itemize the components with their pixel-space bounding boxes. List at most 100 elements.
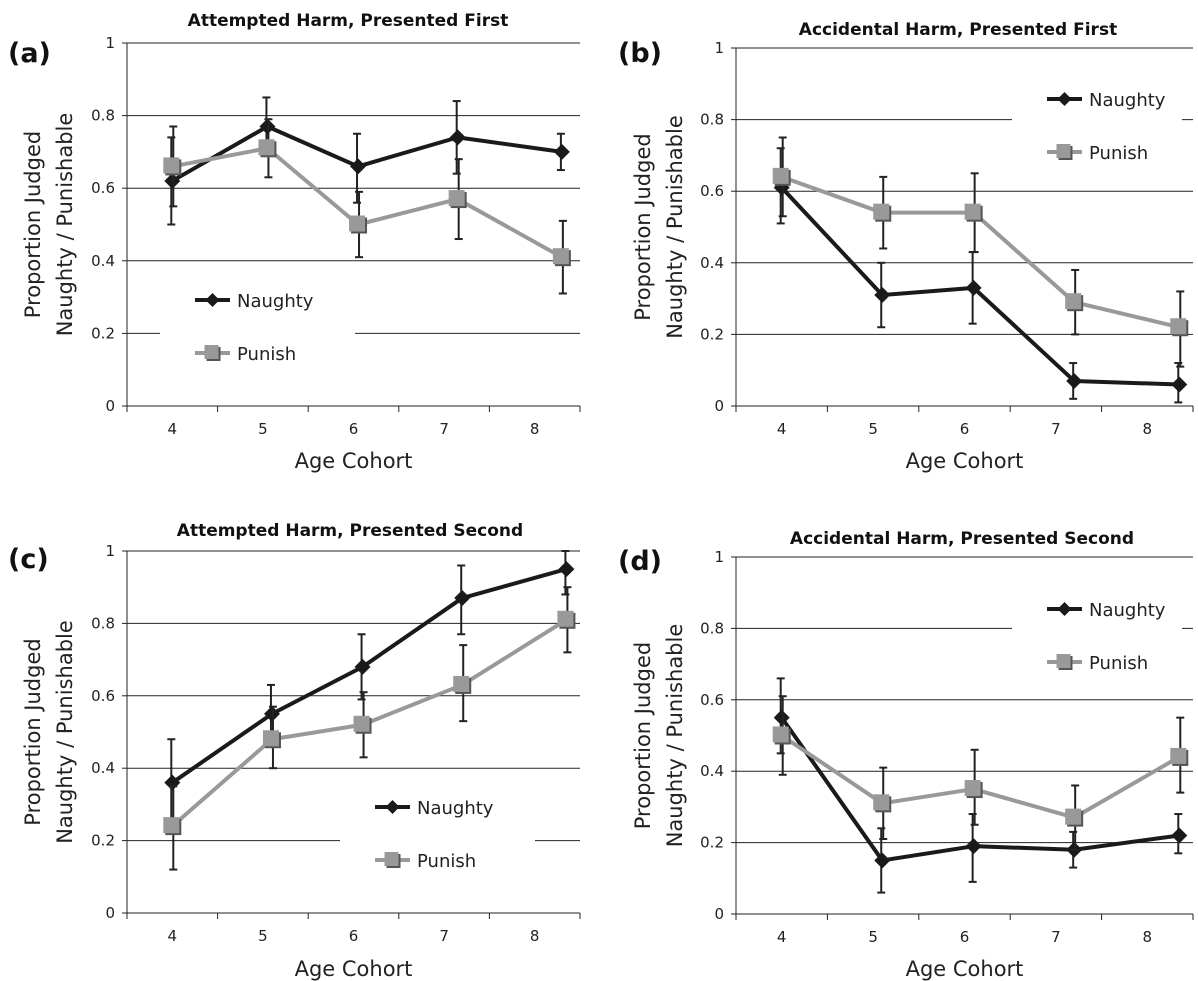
data-point-diamond [553, 143, 570, 160]
data-point-square [873, 794, 890, 811]
y-tick-label: 0.2 [700, 325, 724, 343]
x-tick-label: 6 [960, 928, 970, 946]
data-point-square [349, 215, 366, 232]
data-point-square [1065, 293, 1082, 310]
x-axis-label: Age Cohort [295, 449, 413, 473]
x-axis-label: Age Cohort [295, 957, 413, 981]
legend: Naughty Punish [1012, 592, 1182, 692]
data-point-square [964, 780, 981, 797]
data-point-diamond [454, 590, 471, 607]
data-point-square [772, 726, 789, 743]
data-point-square [453, 675, 470, 692]
x-tick-label: 5 [868, 420, 878, 438]
legend-background [160, 283, 355, 383]
data-point-diamond [965, 838, 982, 855]
legend-label: Punish [417, 851, 476, 872]
y-tick-label: 0 [105, 904, 115, 922]
chart-title: Accidental Harm, Presented Second [790, 529, 1134, 549]
data-point-diamond [874, 287, 891, 304]
legend-label: Punish [1089, 143, 1148, 164]
legend-swatch-square [1056, 144, 1071, 158]
data-point-diamond [1066, 372, 1083, 389]
x-tick-label: 5 [258, 420, 268, 438]
legend-swatch-diamond [1057, 602, 1072, 616]
y-tick-label: 0 [714, 397, 724, 415]
data-point-diamond [449, 129, 466, 146]
x-tick-label: 8 [1143, 420, 1153, 438]
panel-letter: (a) [8, 38, 51, 69]
y-tick-label: 0.2 [91, 324, 115, 342]
x-tick-label: 4 [168, 420, 178, 438]
chart-title: Attempted Harm, Presented Second [177, 521, 523, 541]
data-point-square [448, 190, 465, 207]
data-point-diamond [1171, 827, 1188, 844]
data-point-diamond [874, 852, 891, 869]
x-tick-label: 4 [168, 927, 178, 945]
series-naughty [164, 550, 575, 828]
data-point-square [163, 817, 180, 834]
legend: Naughty Punish [1012, 82, 1182, 182]
x-tick-label: 7 [1051, 928, 1061, 946]
data-point-square [557, 610, 574, 627]
x-tick-label: 8 [530, 420, 540, 438]
x-tick-label: 7 [439, 420, 449, 438]
y-tick-label: 0.6 [91, 687, 115, 705]
panel-letter: (b) [618, 38, 662, 69]
legend: Naughty Punish [340, 790, 535, 890]
y-tick-label: 0 [105, 397, 115, 415]
x-tick-label: 6 [349, 927, 359, 945]
data-point-square [552, 248, 569, 265]
data-point-square [163, 157, 180, 174]
chart-title: Accidental Harm, Presented First [799, 20, 1117, 40]
x-tick-label: 4 [777, 928, 787, 946]
legend-background [340, 790, 535, 890]
y-tick-label: 0.4 [700, 762, 724, 780]
y-tick-label: 0.4 [91, 759, 115, 777]
data-point-diamond [354, 658, 371, 675]
series-punish [163, 586, 576, 871]
y-tick-label: 0.2 [91, 832, 115, 850]
y-tick-label: 0.4 [91, 252, 115, 270]
legend-label: Punish [1089, 653, 1148, 674]
y-axis-label: Proportion Judged [631, 642, 655, 829]
y-tick-label: 0.8 [91, 614, 115, 632]
chart-panel-1: Attempted Harm, Presented First (a) 0 0.2 0.… [8, 11, 581, 473]
data-point-diamond [350, 158, 367, 175]
legend-swatch-square [1056, 654, 1071, 668]
chart-panel-3: Attempted Harm, Presented Second (c) 0 0.2 0… [8, 521, 581, 981]
y-tick-label: 1 [105, 542, 115, 560]
y-axis-label: Proportion Judged [21, 131, 45, 318]
data-point-square [262, 730, 279, 747]
data-point-square [964, 203, 981, 220]
y-tick-label: 0.2 [700, 834, 724, 852]
x-tick-label: 5 [258, 927, 268, 945]
y-tick-label: 1 [714, 39, 724, 57]
x-tick-label: 6 [349, 420, 359, 438]
y-axis-label: Proportion Judged [631, 133, 655, 320]
data-point-square [1065, 808, 1082, 825]
data-point-diamond [965, 279, 982, 296]
y-tick-label: 1 [714, 548, 724, 566]
chart-panel-2: Accidental Harm, Presented First (b) 0 0.2 0… [618, 20, 1194, 473]
y-tick-label: 0.4 [700, 254, 724, 272]
legend-swatch-diamond [1057, 92, 1072, 106]
y-tick-label: 0.6 [700, 691, 724, 709]
legend-label: Naughty [417, 798, 494, 819]
x-tick-label: 6 [960, 420, 970, 438]
y-tick-label: 0.8 [700, 111, 724, 129]
data-point-diamond [558, 561, 575, 578]
series-punish [772, 695, 1189, 851]
legend-label: Naughty [1089, 90, 1166, 111]
x-tick-label: 7 [439, 927, 449, 945]
y-tick-label: 0.6 [700, 182, 724, 200]
y-axis-label: Naughty / Punishable [663, 624, 687, 848]
series-line [171, 567, 567, 785]
data-point-square [1170, 318, 1187, 335]
data-point-square [1170, 747, 1187, 764]
data-point-square [353, 715, 370, 732]
data-point-square [772, 167, 789, 184]
series-naughty [773, 147, 1188, 404]
x-axis-label: Age Cohort [906, 449, 1024, 473]
series-naughty [164, 96, 570, 226]
y-axis-label: Naughty / Punishable [663, 115, 687, 339]
